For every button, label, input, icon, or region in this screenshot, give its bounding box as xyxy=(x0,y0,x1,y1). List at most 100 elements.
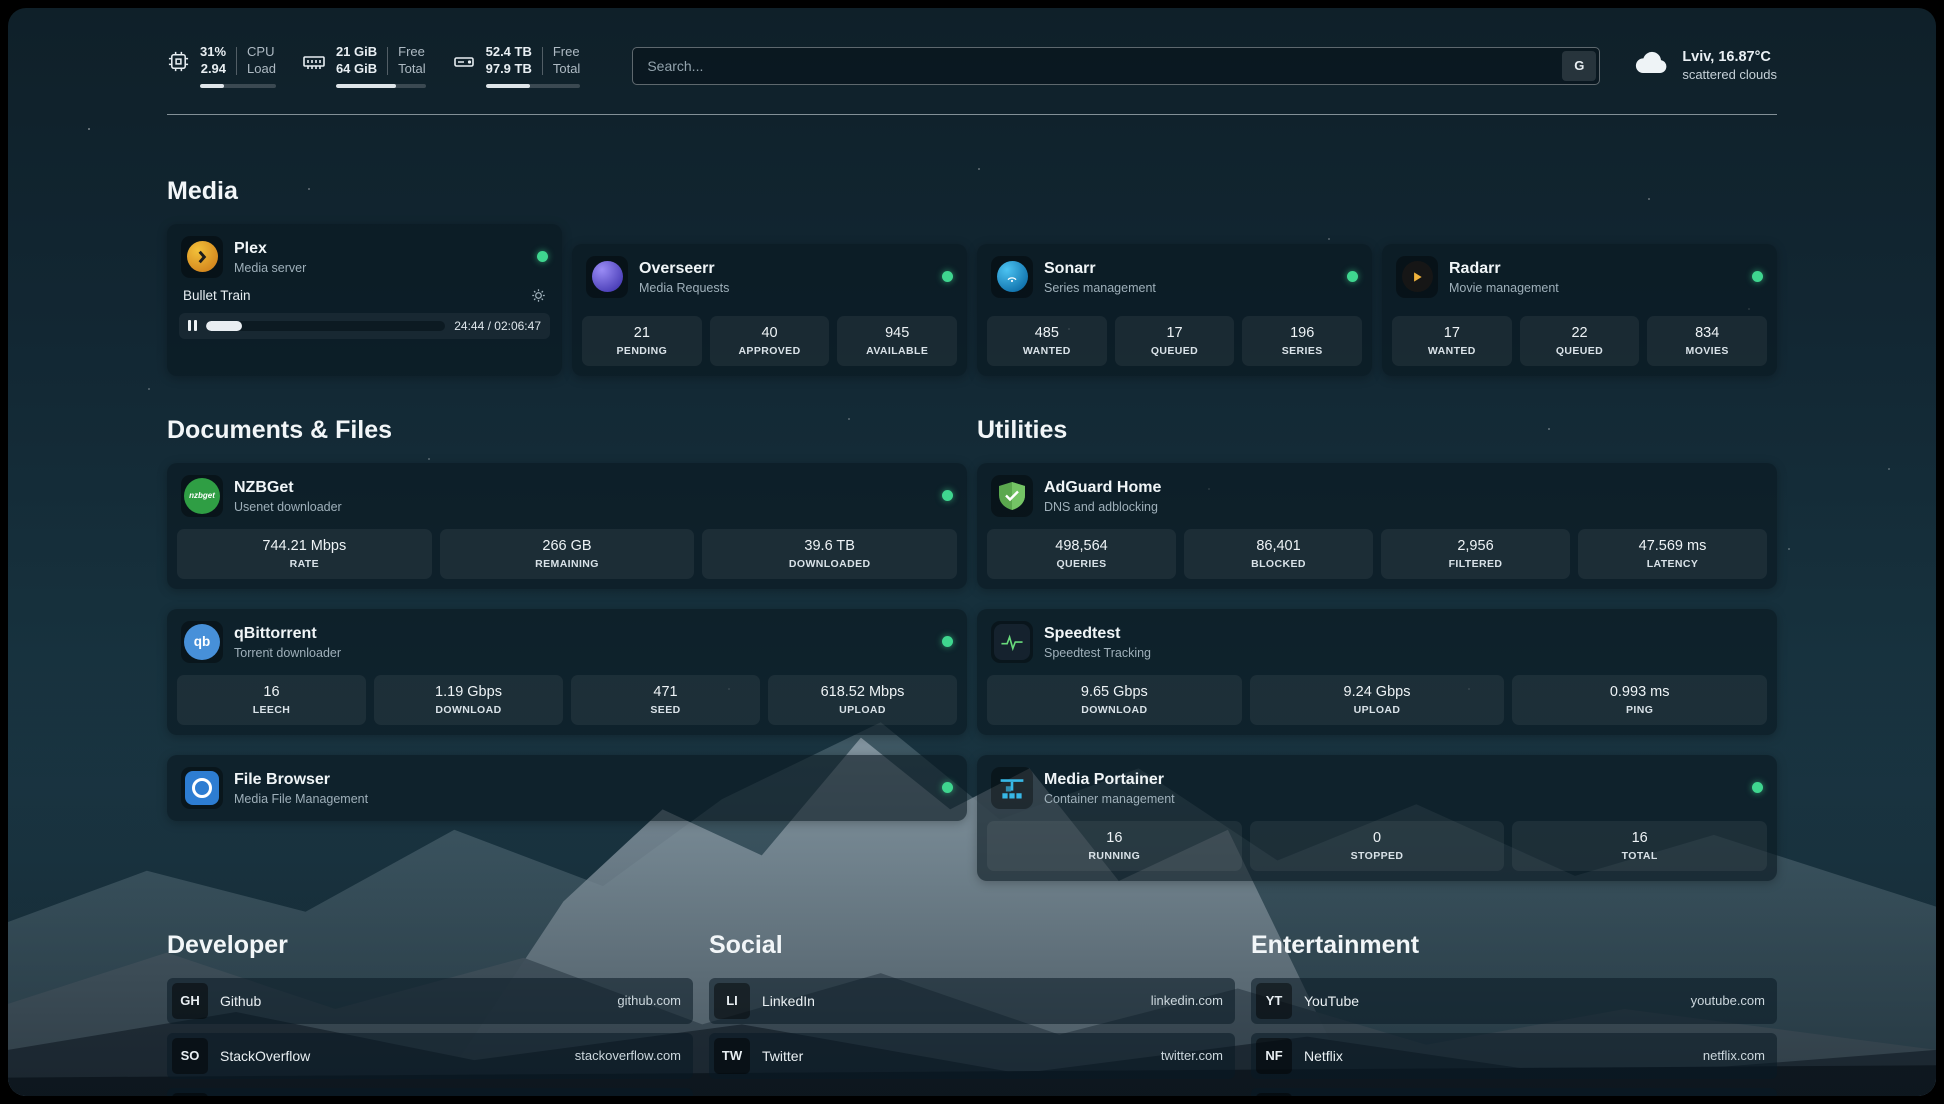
app-link-qbittorrent[interactable]: qb qBittorrent Torrent downloader xyxy=(177,619,957,665)
search-input[interactable] xyxy=(633,57,1560,74)
app-card-filebrowser: File Browser Media File Management xyxy=(167,754,967,821)
disk-metric: 52.4 TB 97.9 TB Free Total xyxy=(452,44,581,88)
stat-blocked: 86,401 BLOCKED xyxy=(1184,528,1373,579)
app-subtitle: Movie management xyxy=(1449,280,1559,295)
app-link-sonarr[interactable]: Sonarr Series management xyxy=(987,254,1362,300)
settings-gear-icon[interactable] xyxy=(531,288,546,303)
cpu-load-label: Load xyxy=(247,60,276,76)
weather-condition: scattered clouds xyxy=(1682,67,1777,83)
plex-icon xyxy=(181,235,223,278)
disk-free-value: 52.4 TB xyxy=(485,44,532,59)
app-name: File Browser xyxy=(234,770,331,788)
filebrowser-icon xyxy=(181,766,223,809)
app-name: AdGuard Home xyxy=(1044,478,1162,496)
app-link-adguard[interactable]: AdGuard Home DNS and adblocking xyxy=(987,473,1767,519)
qbittorrent-icon: qb xyxy=(181,620,223,663)
pause-icon[interactable] xyxy=(188,320,197,332)
ram-free-value: 21 GiB xyxy=(335,44,378,59)
app-card-speedtest: Speedtest Speedtest Tracking 9.65 Gbps D… xyxy=(977,608,1777,735)
section-title-utilities: Utilities xyxy=(977,415,1068,444)
snow-specks xyxy=(88,128,90,130)
disk-progress-fill xyxy=(485,83,531,88)
app-name: Overseerr xyxy=(639,259,715,277)
ram-progress-fill xyxy=(335,83,397,88)
status-dot xyxy=(942,271,953,283)
utilities-column: Utilities AdGuard Home xyxy=(977,416,1777,881)
adguard-icon xyxy=(991,474,1033,517)
stat-approved: 40 APPROVED xyxy=(709,315,830,366)
app-link-nzbget[interactable]: nzbget NZBGet Usenet downloader xyxy=(177,473,957,519)
cpu-progress-fill xyxy=(200,83,224,88)
app-subtitle: Media server xyxy=(234,260,307,275)
status-dot xyxy=(942,782,953,794)
stat-upload: 9.24 Gbps UPLOAD xyxy=(1249,674,1505,725)
section-title-social: Social xyxy=(709,930,783,959)
stat-latency: 47.569 ms LATENCY xyxy=(1578,528,1767,579)
bookmark-twitter[interactable]: TW Twitter twitter.com xyxy=(709,1032,1235,1079)
documents-column: Documents & Files nzbget NZBGet Usenet d… xyxy=(167,416,967,881)
sonarr-icon xyxy=(991,255,1033,298)
speedtest-icon xyxy=(991,620,1033,663)
search-engine-button[interactable]: G xyxy=(1562,50,1597,81)
stats-row: 9.65 Gbps DOWNLOAD 9.24 Gbps UPLOAD 0.99… xyxy=(987,665,1768,725)
app-card-portainer: Media Portainer Container management 16 … xyxy=(977,754,1777,881)
app-name: qBittorrent xyxy=(234,624,317,642)
disk-free-label: Free xyxy=(552,44,580,59)
cpu-progress-bar xyxy=(200,83,276,88)
section-title-developer: Developer xyxy=(167,930,288,959)
disk-icon xyxy=(452,50,476,79)
stat-queued: 17 QUEUED xyxy=(1114,315,1235,366)
stats-row: 17 WANTED 22 QUEUED 834 MOVIES xyxy=(1392,306,1768,366)
stat-stopped: 0 STOPPED xyxy=(1249,820,1505,871)
portainer-icon xyxy=(991,766,1033,809)
stats-row: 485 WANTED 17 QUEUED 196 SERIES xyxy=(987,306,1363,366)
bookmarks-developer: Developer GH Github github.com SO StackO… xyxy=(167,931,693,1096)
ram-icon xyxy=(302,50,326,79)
app-link-radarr[interactable]: Radarr Movie management xyxy=(1392,254,1767,300)
cpu-label: CPU xyxy=(247,44,275,59)
status-dot xyxy=(942,636,953,648)
stat-ping: 0.993 ms PING xyxy=(1512,674,1768,725)
divider xyxy=(387,46,389,75)
section-title-documents: Documents & Files xyxy=(167,415,393,444)
stats-row: 498,564 QUERIES 86,401 BLOCKED 2,956 FIL… xyxy=(987,519,1767,579)
app-subtitle: Container management xyxy=(1044,791,1175,806)
app-link-portainer[interactable]: Media Portainer Container management xyxy=(987,765,1767,811)
divider xyxy=(236,46,238,75)
stat-rate: 744.21 Mbps RATE xyxy=(177,528,432,579)
playback-progress-bar[interactable] xyxy=(206,320,446,331)
stat-seed: 471 SEED xyxy=(571,674,760,725)
cpu-usage-percent: 31% xyxy=(200,44,227,59)
app-card-adguard: AdGuard Home DNS and adblocking 498,564 … xyxy=(977,462,1777,589)
bookmarks-social: Social LI LinkedIn linkedin.com TW Twitt… xyxy=(709,931,1235,1096)
app-link-plex[interactable]: Plex Media server xyxy=(177,234,552,280)
stat-queued: 22 QUEUED xyxy=(1519,315,1640,366)
app-card-overseerr: Overseerr Media Requests 21 PENDING 40 A… xyxy=(572,243,967,376)
stat-total: 16 TOTAL xyxy=(1512,820,1768,871)
ram-total-label: Total xyxy=(398,60,426,76)
cpu-icon xyxy=(167,50,190,78)
app-subtitle: Usenet downloader xyxy=(234,499,342,514)
bookmarks-entertainment: Entertainment YT YouTube youtube.com NF … xyxy=(1251,931,1777,1096)
bookmark-stackoverflow[interactable]: SO StackOverflow stackoverflow.com xyxy=(167,1032,693,1079)
app-subtitle: Media File Management xyxy=(234,791,369,806)
bookmark-youtube[interactable]: YT YouTube youtube.com xyxy=(1251,977,1777,1024)
ram-metric: 21 GiB 64 GiB Free Total xyxy=(302,44,426,88)
bookmark-github[interactable]: GH Github github.com xyxy=(167,977,693,1024)
bookmark-reddit[interactable]: RE Reddit reddit.com xyxy=(1251,1087,1777,1096)
app-card-sonarr: Sonarr Series management 485 WANTED 17 Q… xyxy=(977,243,1372,376)
stat-downloaded: 39.6 TB DOWNLOADED xyxy=(702,528,958,579)
app-link-filebrowser[interactable]: File Browser Media File Management xyxy=(177,765,957,811)
section-title-entertainment: Entertainment xyxy=(1251,930,1420,959)
bookmark-netflix[interactable]: NF Netflix netflix.com xyxy=(1251,1032,1777,1079)
stat-wanted: 485 WANTED xyxy=(987,315,1107,366)
app-link-overseerr[interactable]: Overseerr Media Requests xyxy=(582,254,957,300)
stat-movies: 834 MOVIES xyxy=(1647,315,1768,366)
cpu-load-value: 2.94 xyxy=(200,60,227,76)
stats-row: 744.21 Mbps RATE 266 GB REMAINING 39.6 T… xyxy=(177,519,958,579)
bookmark-linkedin[interactable]: LI LinkedIn linkedin.com xyxy=(709,977,1235,1024)
app-link-speedtest[interactable]: Speedtest Speedtest Tracking xyxy=(987,619,1767,665)
bookmark-dev[interactable]: DT DEV dev.to xyxy=(167,1087,693,1096)
overseerr-icon xyxy=(586,255,628,298)
media-grid: Plex Media server Bullet Train xyxy=(167,223,1777,376)
